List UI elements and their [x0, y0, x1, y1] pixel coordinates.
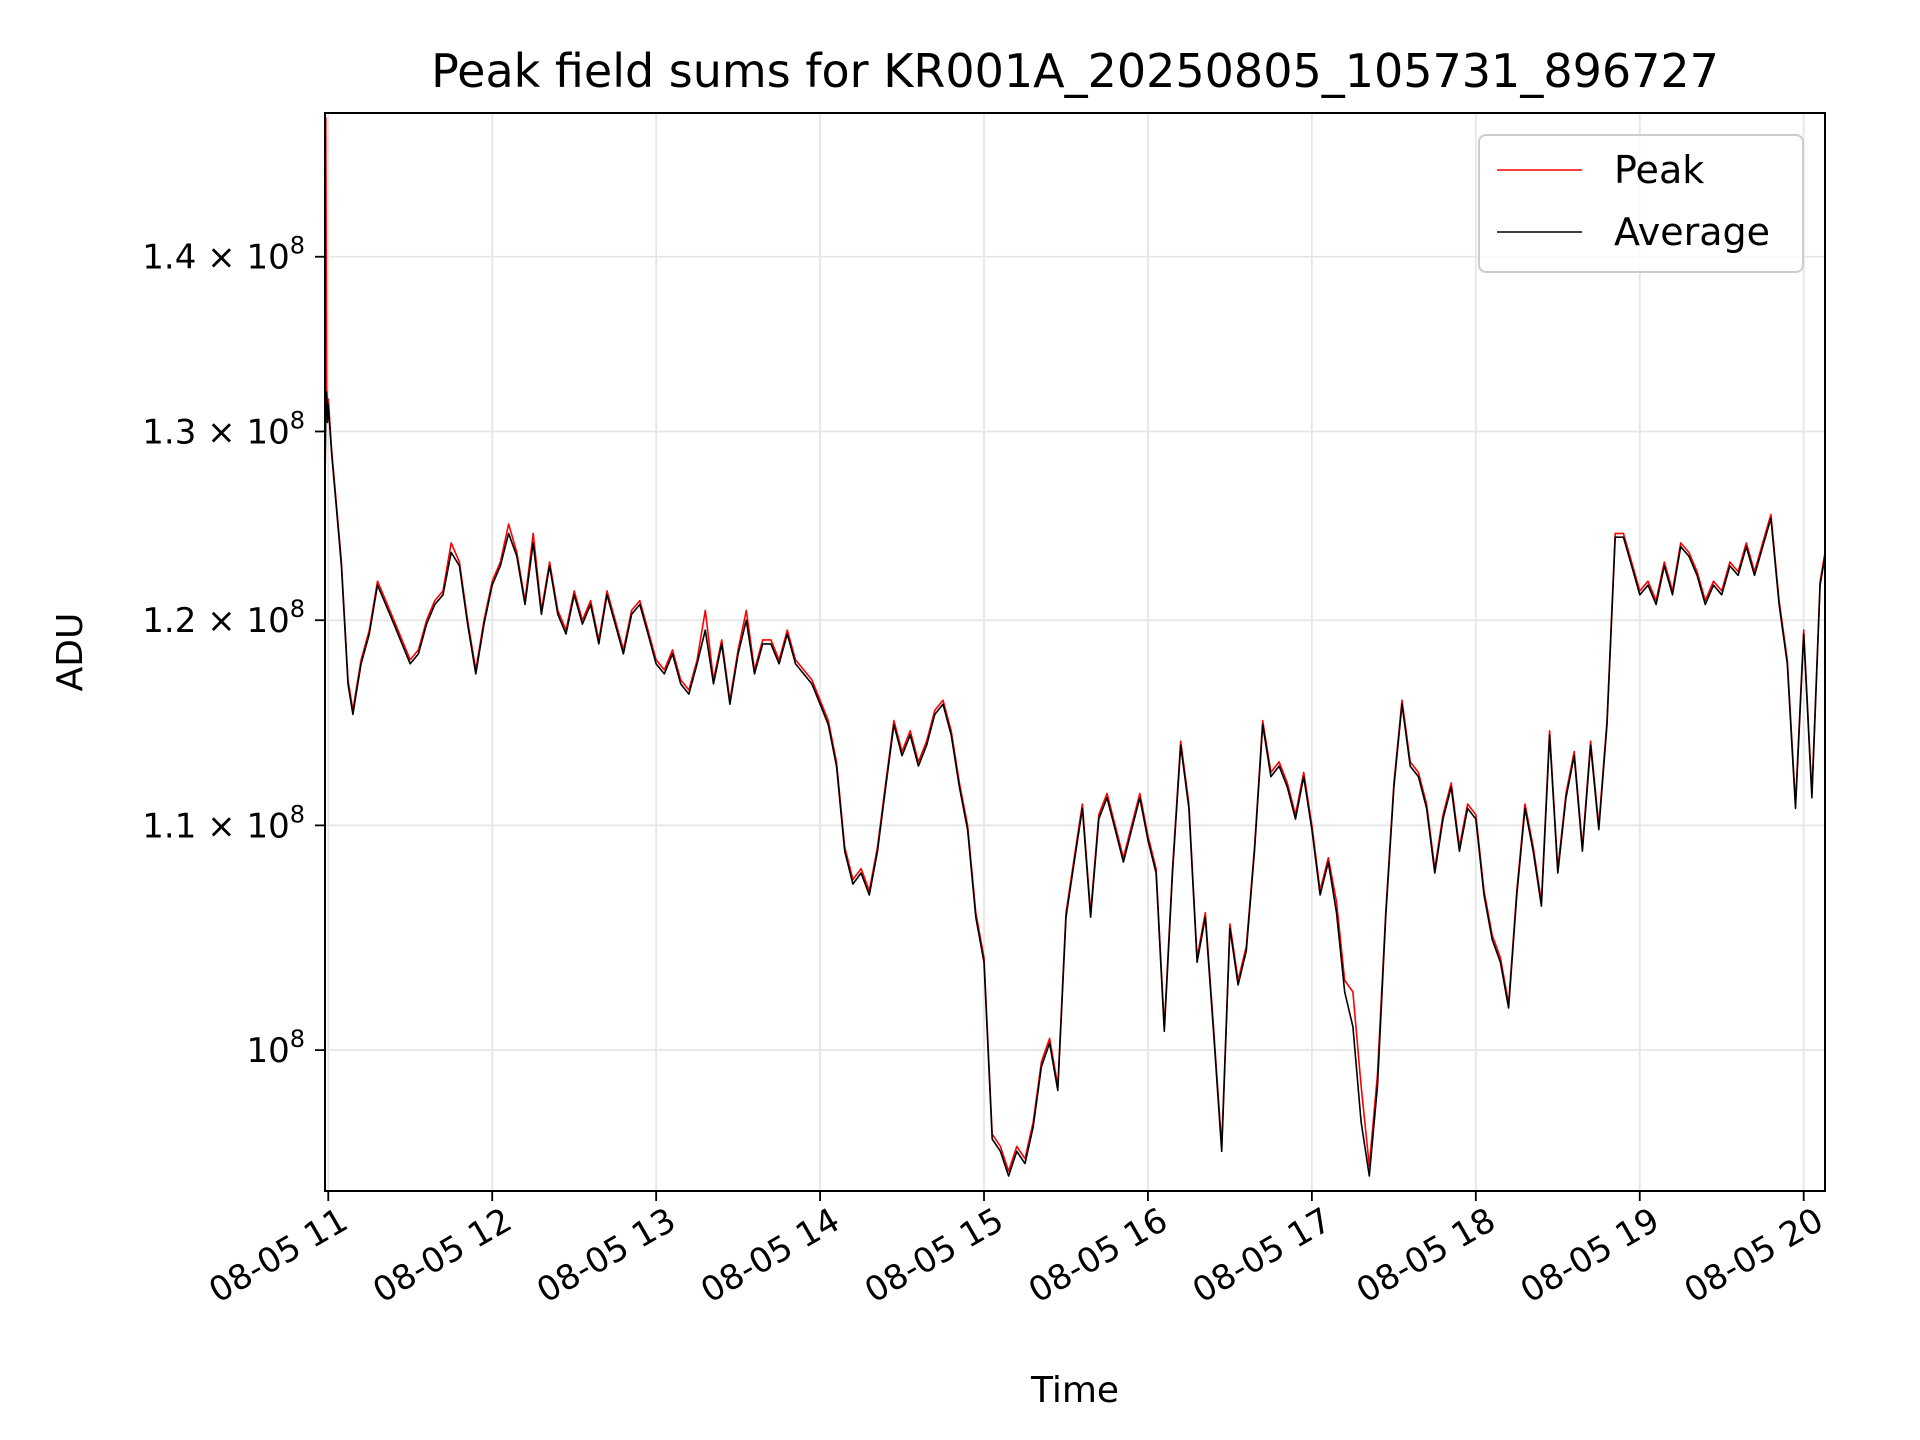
legend-peak-label: Peak — [1614, 148, 1704, 192]
y-tick-exponent: 8 — [290, 406, 305, 434]
y-tick-exponent: 8 — [290, 800, 305, 828]
y-tick-label: 1.3 × 108 — [142, 406, 305, 452]
legend-average-label: Average — [1614, 210, 1770, 254]
y-tick-mantissa: 1.3 × 10 — [142, 412, 289, 452]
chart-title: Peak field sums for KR001A_20250805_1057… — [431, 44, 1719, 98]
y-tick-label: 1.2 × 108 — [142, 595, 305, 641]
y-tick-label: 1.4 × 108 — [142, 232, 305, 278]
legend: Peak Average — [1478, 134, 1804, 273]
y-tick-mantissa: 10 — [246, 1031, 289, 1071]
series-lines — [325, 117, 1825, 1177]
grid-lines — [325, 113, 1825, 1191]
y-tick-label: 108 — [246, 1025, 305, 1071]
y-axis-label: ADU — [50, 613, 91, 692]
y-tick-exponent: 8 — [290, 232, 305, 260]
y-tick-label: 1.1 × 108 — [142, 800, 305, 846]
y-tick-mantissa: 1.4 × 10 — [142, 238, 289, 278]
y-tick-exponent: 8 — [290, 595, 305, 623]
series-line-peak — [325, 117, 1825, 1172]
x-axis-label: Time — [1030, 1370, 1119, 1411]
y-tick-mantissa: 1.1 × 10 — [142, 806, 289, 846]
series-line-average — [325, 391, 1825, 1177]
plot-frame — [324, 112, 1826, 1192]
y-tick-exponent: 8 — [290, 1025, 305, 1053]
y-tick-mantissa: 1.2 × 10 — [142, 601, 289, 641]
